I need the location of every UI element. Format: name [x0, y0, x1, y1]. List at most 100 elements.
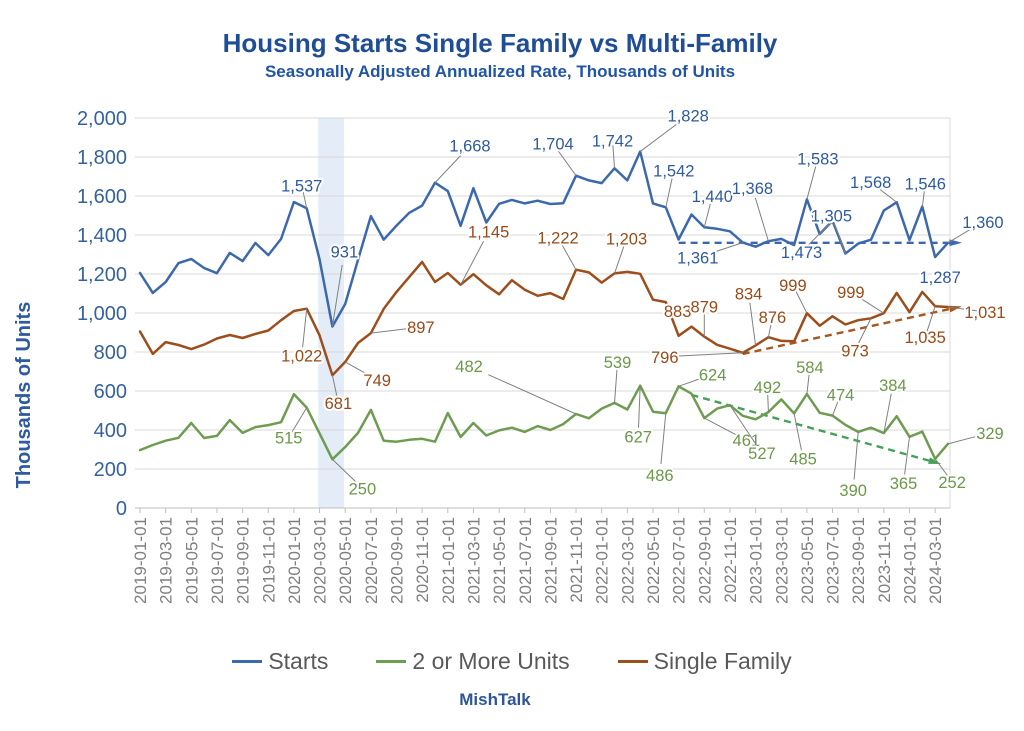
x-tick-label: 2022-07-01 [670, 517, 689, 604]
x-tick-label: 2023-03-01 [772, 517, 791, 604]
y-tick-label: 1,200 [77, 264, 127, 286]
label-leader-line [678, 376, 707, 387]
label-leader-line [331, 264, 343, 327]
x-tick-label: 2023-05-01 [798, 517, 817, 604]
label-leader-line [793, 413, 802, 451]
series-line-single-family [138, 260, 950, 377]
data-label: 474 [827, 387, 855, 405]
label-leader-line [856, 295, 885, 314]
x-tick-label: 2019-09-01 [234, 517, 253, 604]
chart-title: Housing Starts Single Family vs Multi-Fa… [222, 28, 778, 58]
x-tick-label: 2021-05-01 [490, 517, 509, 604]
y-tick-label: 1,600 [77, 186, 127, 208]
x-tick-label: 2021-07-01 [516, 517, 535, 604]
x-tick-label: 2024-01-01 [901, 517, 920, 604]
legend-swatch [232, 660, 263, 663]
x-tick-label: 2020-07-01 [362, 517, 381, 604]
data-label: 250 [349, 480, 377, 498]
data-label: 1,704 [532, 136, 573, 154]
data-label: 492 [754, 379, 782, 397]
label-leader-line [331, 375, 338, 399]
data-label: 1,222 [537, 230, 578, 248]
data-label: 329 [976, 425, 1004, 443]
label-leader-line [302, 308, 308, 348]
data-label: 1,035 [905, 329, 946, 347]
data-label: 1,583 [797, 150, 838, 168]
y-axis-title: Thousands of Units [13, 302, 35, 489]
label-leader-line [832, 398, 840, 416]
label-leader-line [614, 244, 625, 274]
data-label: 876 [759, 309, 787, 327]
series-line-starts [138, 150, 950, 328]
legend: Starts 2 or More Units Single Family [0, 648, 1024, 675]
label-leader-line [857, 318, 872, 345]
data-label: 390 [839, 482, 867, 500]
x-tick-label: 2022-09-01 [695, 517, 714, 604]
x-tick-label: 2022-01-01 [593, 517, 612, 604]
data-label: 1,668 [449, 138, 490, 156]
data-label: 1,031 [964, 304, 1005, 322]
label-leader-line [460, 241, 485, 285]
data-label: 1,742 [592, 132, 633, 150]
y-tick-label: 400 [94, 420, 127, 442]
label-leader-line [488, 374, 577, 415]
legend-label: 2 or More Units [412, 648, 570, 674]
data-label: 1,368 [732, 180, 773, 198]
legend-label: Single Family [653, 648, 792, 674]
label-leader-line [332, 458, 358, 484]
x-tick-label: 2022-11-01 [721, 517, 740, 603]
data-label: 486 [646, 467, 674, 485]
x-tick-label: 2021-01-01 [439, 517, 458, 604]
x-tick-label: 2021-11-01 [567, 517, 586, 603]
legend-item-2-or-more-units: 2 or More Units [376, 648, 570, 675]
data-label: 527 [748, 445, 776, 463]
label-leader-line [434, 152, 465, 184]
data-label: 627 [624, 429, 652, 447]
label-leader-line [291, 407, 308, 433]
label-leader-line [921, 187, 926, 207]
legend-item-starts: Starts [232, 648, 328, 675]
data-label: 879 [691, 299, 719, 317]
x-tick-label: 2019-01-01 [131, 517, 150, 604]
data-label: 1,360 [962, 214, 1003, 232]
x-tick-label: 2021-09-01 [541, 517, 560, 604]
y-tick-label: 2,000 [77, 108, 127, 130]
label-leader-line [806, 371, 810, 395]
chart-subtitle: Seasonally Adjusted Annualized Rate, Tho… [264, 62, 736, 81]
data-label: 384 [879, 377, 907, 395]
x-tick-label: 2023-07-01 [824, 517, 843, 604]
data-label: 482 [455, 358, 483, 376]
label-leader-line [639, 121, 680, 152]
x-tick-label: 2020-01-01 [285, 517, 304, 604]
y-tick-label: 1,400 [77, 225, 127, 247]
label-leader-line [947, 434, 983, 445]
data-label: 1,542 [653, 162, 694, 180]
label-leader-line [749, 302, 757, 346]
y-tick-label: 1,000 [77, 303, 127, 325]
legend-item-single-family: Single Family [617, 648, 792, 675]
label-leader-line [302, 189, 308, 209]
y-tick-label: 1,800 [77, 147, 127, 169]
y-tick-label: 600 [94, 381, 127, 403]
label-leader-line [612, 145, 616, 169]
x-tick-label: 2024-03-01 [926, 517, 945, 604]
label-leader-line [833, 222, 846, 254]
data-label: 1,305 [811, 208, 852, 226]
label-leader-line [660, 413, 667, 465]
label-leader-line [934, 458, 950, 479]
data-label: 461 [733, 432, 761, 450]
watermark: MishTalk [459, 690, 531, 709]
x-tick-label: 2020-05-01 [336, 517, 355, 604]
legend-swatch [376, 660, 407, 663]
data-label: 999 [837, 284, 865, 302]
data-label: 883 [664, 303, 692, 321]
y-tick-label: 800 [94, 342, 127, 364]
label-leader-line [704, 417, 739, 437]
legend-label: Starts [268, 648, 329, 674]
data-label: 681 [325, 395, 353, 413]
x-tick-label: 2020-09-01 [388, 517, 407, 604]
label-leader-line [883, 393, 892, 434]
data-label: 931 [331, 243, 359, 261]
